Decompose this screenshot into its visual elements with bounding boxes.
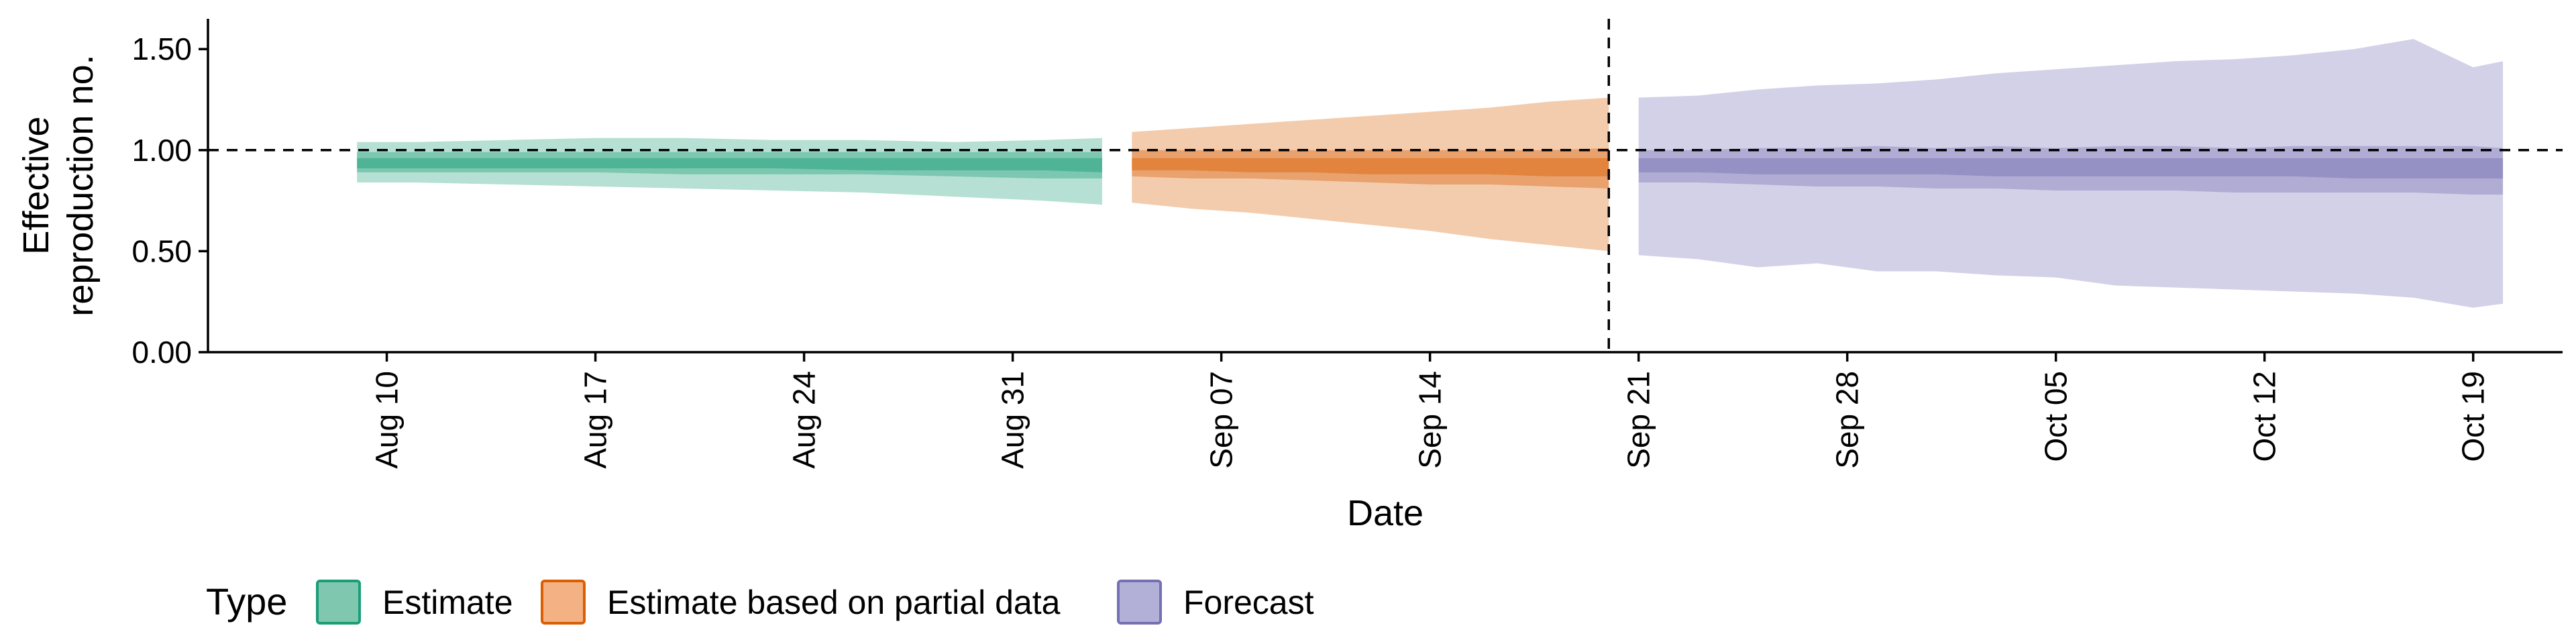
y-tick-label: 0.50	[131, 233, 192, 268]
legend-label: Estimate	[382, 584, 513, 621]
series-estimate-based-on-partial-data	[1132, 97, 1609, 252]
band-middle	[1638, 146, 2504, 195]
axes: 0.00 0.50 1.00 1.50 Aug 10 Aug 17 Aug 24 Aug 31…	[16, 19, 2563, 533]
band-outer	[1132, 97, 1609, 252]
x-tick-label: Sep 28	[1830, 371, 1865, 469]
y-axis-title: Effective reproduction no.	[16, 54, 101, 316]
series-forecast	[1638, 39, 2504, 308]
band-middle	[357, 152, 1102, 178]
legend-key	[541, 580, 586, 625]
legend-key	[1117, 580, 1162, 625]
legend-label: Forecast	[1183, 584, 1314, 621]
legend: Type Estimate Estimate based on partial da…	[206, 580, 1314, 625]
x-tick-label: Oct 05	[2039, 371, 2074, 462]
x-tick-label: Aug 17	[578, 371, 613, 469]
x-tick-label: Sep 14	[1413, 371, 1448, 469]
y-tick-label: 1.50	[131, 32, 192, 66]
y-tick-label: 1.00	[131, 133, 192, 168]
x-tick-label: Aug 24	[787, 371, 822, 469]
band-middle	[1132, 148, 1609, 189]
legend-item: Estimate based on partial data	[541, 580, 1061, 625]
x-axis-title: Date	[1347, 493, 1424, 533]
band-inner	[357, 158, 1102, 172]
x-tick-label: Oct 19	[2456, 371, 2491, 462]
x-tick-label: Sep 07	[1204, 371, 1239, 469]
band-outer	[1638, 39, 2504, 308]
x-tick-label: Aug 31	[996, 371, 1030, 469]
x-tick-label: Oct 12	[2247, 371, 2282, 462]
reference-lines	[208, 19, 2563, 352]
legend-item: Estimate	[316, 580, 513, 625]
legend-item: Forecast	[1117, 580, 1314, 625]
legend-title: Type	[206, 580, 287, 623]
band-inner	[1638, 158, 2504, 178]
legend-key	[316, 580, 361, 625]
x-tick-label: Aug 10	[370, 371, 405, 469]
band-outer	[357, 138, 1102, 205]
legend-label: Estimate based on partial data	[607, 584, 1061, 621]
uncertainty-bands	[357, 39, 2504, 308]
series-estimate	[357, 138, 1102, 205]
y-tick-label: 0.00	[131, 335, 192, 370]
x-tick-label: Sep 21	[1621, 371, 1656, 469]
band-inner	[1132, 158, 1609, 176]
